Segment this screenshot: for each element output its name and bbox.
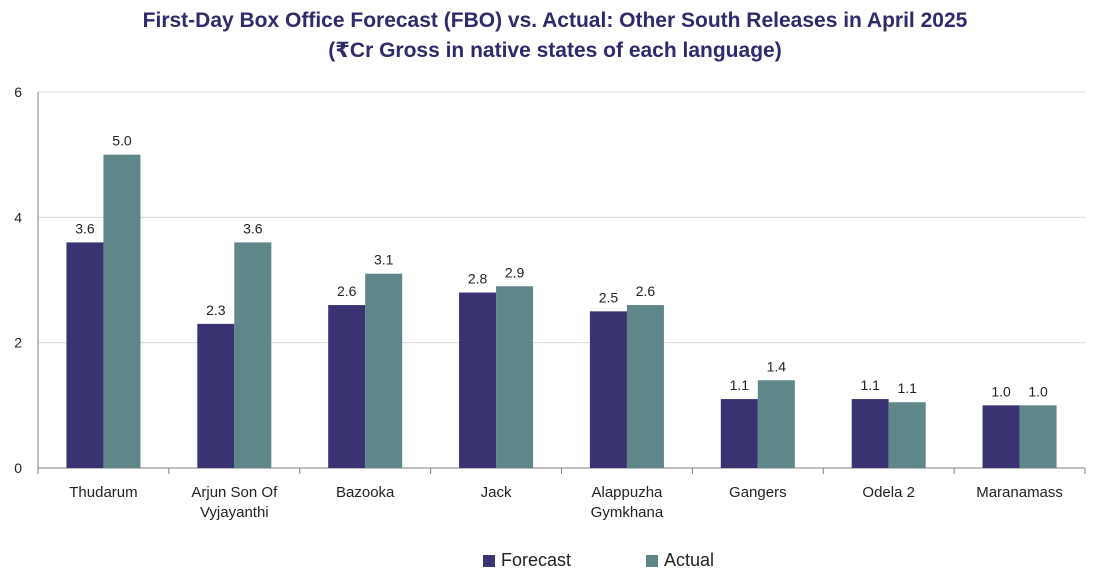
data-label: 1.1: [860, 377, 880, 393]
x-category-label: Arjun Son Of: [191, 484, 278, 501]
data-label: 1.0: [1028, 383, 1048, 399]
y-tick-label: 2: [14, 335, 22, 351]
legend-label-forecast: Forecast: [501, 550, 572, 570]
bar-forecast: [459, 292, 497, 468]
bar-actual: [496, 286, 534, 468]
data-label: 1.0: [991, 383, 1011, 399]
x-category-label: Gymkhana: [591, 504, 664, 521]
x-category-label: Gangers: [729, 484, 787, 501]
x-category-label: Bazooka: [336, 484, 395, 501]
bar-actual: [626, 305, 664, 468]
chart-title: First-Day Box Office Forecast (FBO) vs. …: [142, 9, 968, 32]
x-category-label: Thudarum: [69, 484, 137, 501]
bar-actual: [234, 242, 272, 468]
data-label: 2.6: [337, 283, 357, 299]
bar-forecast: [197, 323, 235, 468]
y-tick-label: 0: [14, 460, 22, 476]
bar-actual: [888, 402, 926, 468]
data-label: 2.3: [206, 302, 226, 318]
legend-label-actual: Actual: [664, 550, 715, 570]
bar-forecast: [589, 311, 627, 468]
legend-item-forecast: Forecast: [483, 550, 571, 571]
bar-actual: [1019, 405, 1057, 468]
data-label: 3.6: [243, 220, 263, 236]
data-label: 1.1: [730, 377, 750, 393]
x-category-label: Jack: [481, 484, 512, 501]
bar-forecast: [66, 242, 104, 468]
plot-area: 0 2 4 6 3.6 5.0 Thudarum 2.3 3.6 Arjun Son Of Vyja…: [14, 84, 1086, 521]
chart-subtitle: (₹Cr Gross in native states of each lang…: [328, 39, 782, 62]
data-label: 1.4: [767, 358, 787, 374]
data-label: 3.1: [374, 252, 394, 268]
legend-swatch-actual: [646, 554, 658, 567]
data-label: 1.1: [897, 380, 917, 396]
y-tick-label: 4: [14, 209, 22, 225]
x-category-label: Vyjayanthi: [200, 504, 269, 521]
legend-swatch-forecast: [483, 554, 495, 567]
bar-forecast: [328, 305, 366, 468]
bar-forecast: [982, 405, 1020, 468]
bar-actual: [757, 380, 795, 468]
x-category-label: Alappuzha: [591, 484, 663, 501]
y-tick-label: 6: [14, 84, 22, 100]
bar-actual: [365, 273, 403, 468]
legend-item-actual: Actual: [646, 550, 714, 571]
data-label: 5.0: [112, 133, 132, 149]
data-label: 3.6: [75, 220, 95, 236]
data-label: 2.8: [468, 271, 488, 287]
data-label: 2.6: [636, 283, 656, 299]
bar-forecast: [851, 399, 889, 468]
legend: Forecast Actual: [0, 550, 1110, 574]
bar-actual: [103, 154, 141, 468]
x-category-label: Maranamass: [976, 484, 1063, 501]
bar-forecast: [720, 399, 758, 468]
data-label: 2.9: [505, 264, 525, 280]
x-category-label: Odela 2: [862, 484, 915, 501]
data-label: 2.5: [599, 289, 619, 305]
